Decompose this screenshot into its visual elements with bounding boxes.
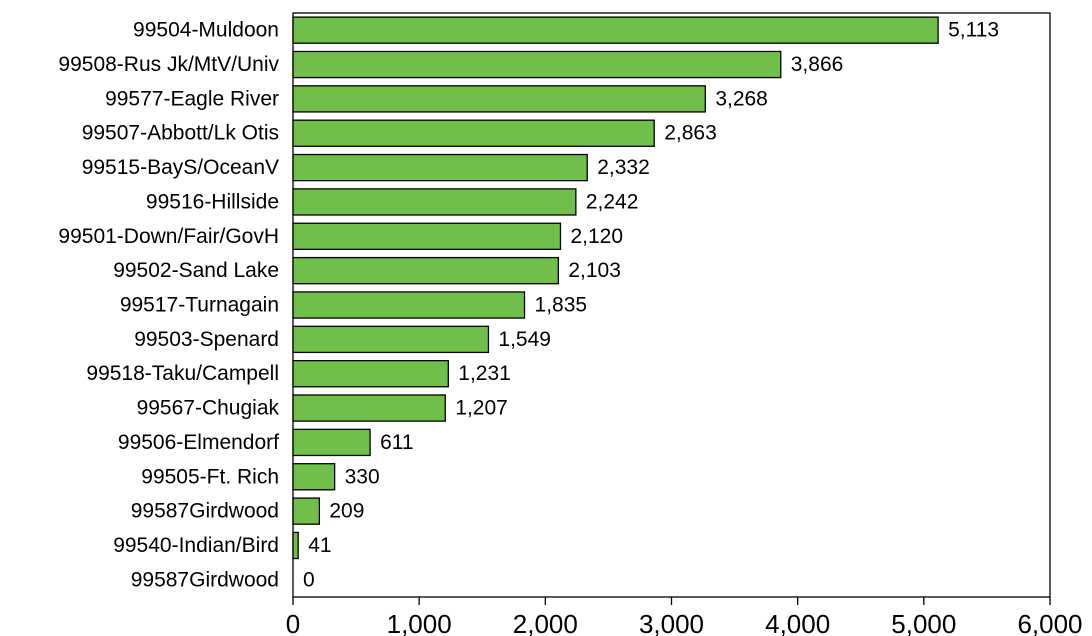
category-label: 99508-Rus Jk/MtV/Univ [58, 53, 279, 76]
value-label: 611 [380, 431, 413, 454]
x-tick-label: 4,000 [765, 609, 830, 636]
x-tick-label: 1,000 [387, 609, 452, 636]
value-label: 1,207 [455, 397, 508, 420]
value-label: 209 [329, 500, 364, 523]
category-label: 99567-Chugiak [137, 397, 280, 420]
bars-group [292, 16, 939, 560]
value-label: 0 [303, 568, 315, 591]
category-label: 99515-BayS/OceanV [82, 156, 279, 179]
value-label: 2,242 [586, 190, 639, 213]
bar [292, 463, 336, 491]
value-label: 3,268 [715, 87, 768, 110]
value-label: 2,103 [568, 259, 621, 282]
bar [292, 153, 588, 182]
category-label: 99507-Abbott/Lk Otis [82, 122, 279, 145]
value-label: 5,113 [948, 19, 999, 42]
category-label: 99505-Ft. Rich [141, 465, 279, 488]
category-label: 99587Girdwood [131, 568, 279, 591]
value-label: 1,549 [498, 328, 551, 351]
value-label: 41 [308, 534, 331, 557]
x-axis-ticks-group: 0 1,000 2,000 3,000 4,000 5,000 6,000 [286, 597, 1083, 636]
bar [292, 291, 526, 319]
value-label: 1,231 [458, 362, 511, 385]
bar [292, 325, 490, 354]
x-tick-label: 5,000 [891, 609, 956, 636]
category-label: 99518-Taku/Campell [86, 362, 279, 385]
bar [292, 85, 706, 113]
value-label: 3,866 [791, 53, 844, 76]
category-label: 99501-Down/Fair/GovH [58, 225, 279, 248]
bar [292, 50, 782, 79]
x-tick-label: 0 [286, 609, 300, 636]
x-tick-label: 6,000 [1017, 609, 1082, 636]
bar [292, 188, 577, 216]
bar [292, 256, 559, 285]
value-label: 1,835 [535, 294, 588, 317]
value-label: 330 [345, 465, 380, 488]
category-label: 99503-Spenard [134, 328, 279, 351]
bar [292, 428, 371, 457]
bar [292, 119, 655, 147]
category-label: 99540-Indian/Bird [113, 534, 279, 557]
bar [292, 394, 446, 422]
category-label: 99516-Hillside [146, 190, 279, 213]
bar [292, 531, 299, 560]
x-tick-label: 3,000 [639, 609, 704, 636]
category-label: 99587Girdwood [131, 500, 279, 523]
bar [292, 360, 449, 388]
category-labels-group: 99504-Muldoon 99508-Rus Jk/MtV/Univ 99577-… [58, 19, 279, 592]
value-label: 2,332 [597, 156, 650, 179]
category-label: 99517-Turnagain [120, 294, 279, 317]
bar [292, 222, 562, 250]
value-labels-group: 5,113 3,866 3,268 2,863 2,332 2,242 2,120 2,103… [303, 19, 999, 592]
category-label: 99506-Elmendorf [118, 431, 279, 454]
value-label: 2,863 [664, 122, 717, 145]
category-label: 99577-Eagle River [105, 87, 279, 110]
category-label: 99504-Muldoon [133, 19, 279, 42]
value-label: 2,120 [570, 225, 623, 248]
category-label: 99502-Sand Lake [113, 259, 279, 282]
x-tick-label: 2,000 [513, 609, 578, 636]
bar [292, 16, 939, 44]
bar [292, 497, 321, 525]
